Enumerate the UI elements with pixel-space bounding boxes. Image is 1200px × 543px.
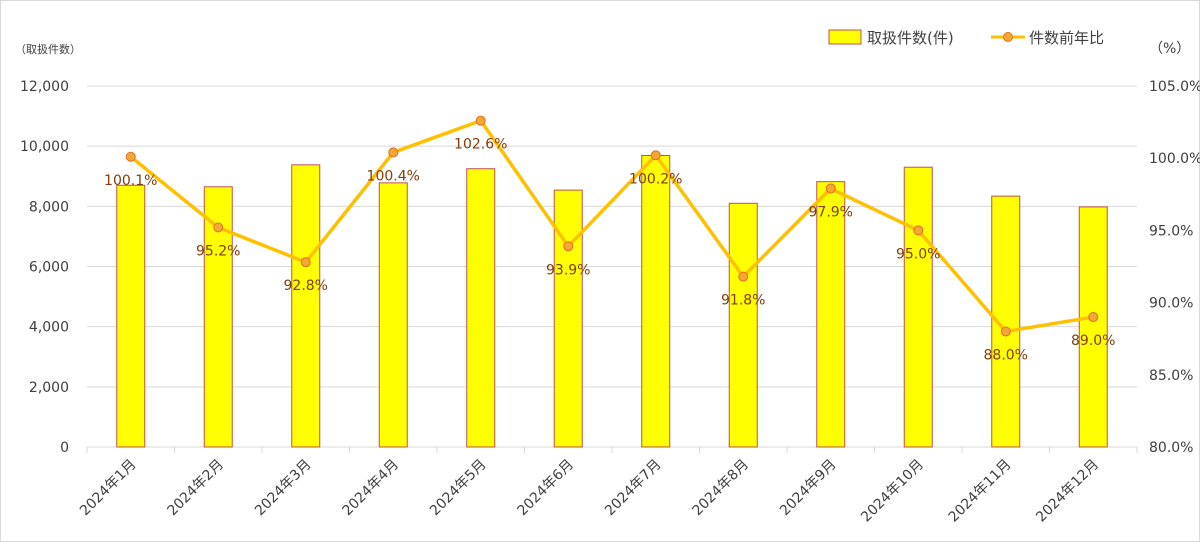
line-data-label: 100.2%: [629, 171, 682, 187]
line-data-label: 95.0%: [896, 246, 940, 262]
line-data-label: 88.0%: [984, 347, 1028, 363]
y-left-tick-label: 0: [60, 440, 69, 456]
line-point: [738, 271, 749, 282]
line-point: [300, 257, 311, 268]
axes: （取扱件数） （%） 0 2,000 4,000 6,000 8,000 10,000 12…: [15, 41, 1200, 525]
bar: [1078, 206, 1108, 448]
y-left-tick-label: 2,000: [29, 380, 69, 396]
line-data-label: 91.8%: [721, 293, 765, 309]
data-labels: 100.1% 95.2% 92.8% 100.4% 102.6% 93.9% 100.2% 9…: [104, 137, 1115, 364]
legend-bar-swatch: [828, 29, 862, 45]
x-category-label: 2024年8月: [689, 457, 752, 520]
line-point: [125, 151, 136, 162]
y-right-tick-label: 105.0%: [1149, 79, 1200, 95]
x-category-label: 2024年10月: [858, 457, 927, 526]
y-left-tick-label: 8,000: [29, 199, 69, 215]
x-category-label: 2024年9月: [777, 457, 840, 520]
y-right-tick-label: 90.0%: [1149, 296, 1193, 312]
x-category-label: 2024年12月: [1033, 457, 1102, 526]
line-data-label: 100.1%: [104, 173, 157, 189]
bar: [903, 166, 933, 448]
x-category-label: 2024年2月: [164, 457, 227, 520]
line-data-label: 100.4%: [367, 168, 420, 184]
line-data-label: 97.9%: [809, 205, 853, 221]
line-point: [213, 222, 224, 233]
line-data-label: 89.0%: [1071, 333, 1115, 349]
x-category-label: 2024年7月: [602, 457, 665, 520]
bar: [291, 164, 321, 448]
line-point: [563, 241, 574, 252]
line-point: [913, 225, 924, 236]
legend-line-marker: [1003, 32, 1013, 42]
bar: [378, 182, 408, 448]
y-left-unit-label: （取扱件数）: [15, 42, 81, 56]
line-point: [475, 115, 486, 126]
line-point: [388, 147, 399, 158]
y-right-tick-label: 95.0%: [1149, 223, 1193, 239]
line-path: [129, 118, 1094, 334]
x-category-label: 2024年5月: [427, 457, 490, 520]
y-right-tick-label: 80.0%: [1149, 440, 1193, 456]
legend-bar-label: 取扱件数(件): [867, 29, 954, 47]
bar: [728, 202, 758, 448]
line-point: [1000, 326, 1011, 337]
line-data-label: 95.2%: [196, 244, 240, 260]
line-point: [650, 150, 661, 161]
bar: [553, 189, 583, 448]
y-right-tick-label: 100.0%: [1149, 151, 1200, 167]
y-left-tick-label: 4,000: [29, 320, 69, 336]
y-left-tick-label: 10,000: [20, 139, 69, 155]
x-category-label: 2024年4月: [339, 457, 402, 520]
line-data-label: 102.6%: [454, 137, 507, 153]
x-category-label: 2024年1月: [77, 457, 140, 520]
bar-series: [116, 154, 1108, 448]
y-right-unit-label: （%）: [1149, 41, 1190, 57]
line-point: [825, 183, 836, 194]
x-category-label: 2024年11月: [946, 457, 1015, 526]
legend-line-label: 件数前年比: [1029, 29, 1104, 47]
bar: [466, 168, 496, 448]
x-category-label: 2024年3月: [252, 457, 315, 520]
line-series: [125, 115, 1099, 337]
line-point: [1088, 312, 1099, 323]
x-category-label: 2024年6月: [514, 457, 577, 520]
y-left-tick-label: 12,000: [20, 79, 69, 95]
bar: [641, 154, 671, 448]
legend: 取扱件数(件) 件数前年比: [828, 29, 1104, 47]
gridlines: [86, 85, 1138, 453]
line-data-label: 92.8%: [284, 278, 328, 294]
line-data-label: 93.9%: [546, 262, 590, 278]
bar: [816, 181, 846, 448]
y-left-tick-label: 6,000: [29, 260, 69, 276]
y-right-tick-label: 85.0%: [1149, 368, 1193, 384]
bar: [116, 184, 146, 448]
